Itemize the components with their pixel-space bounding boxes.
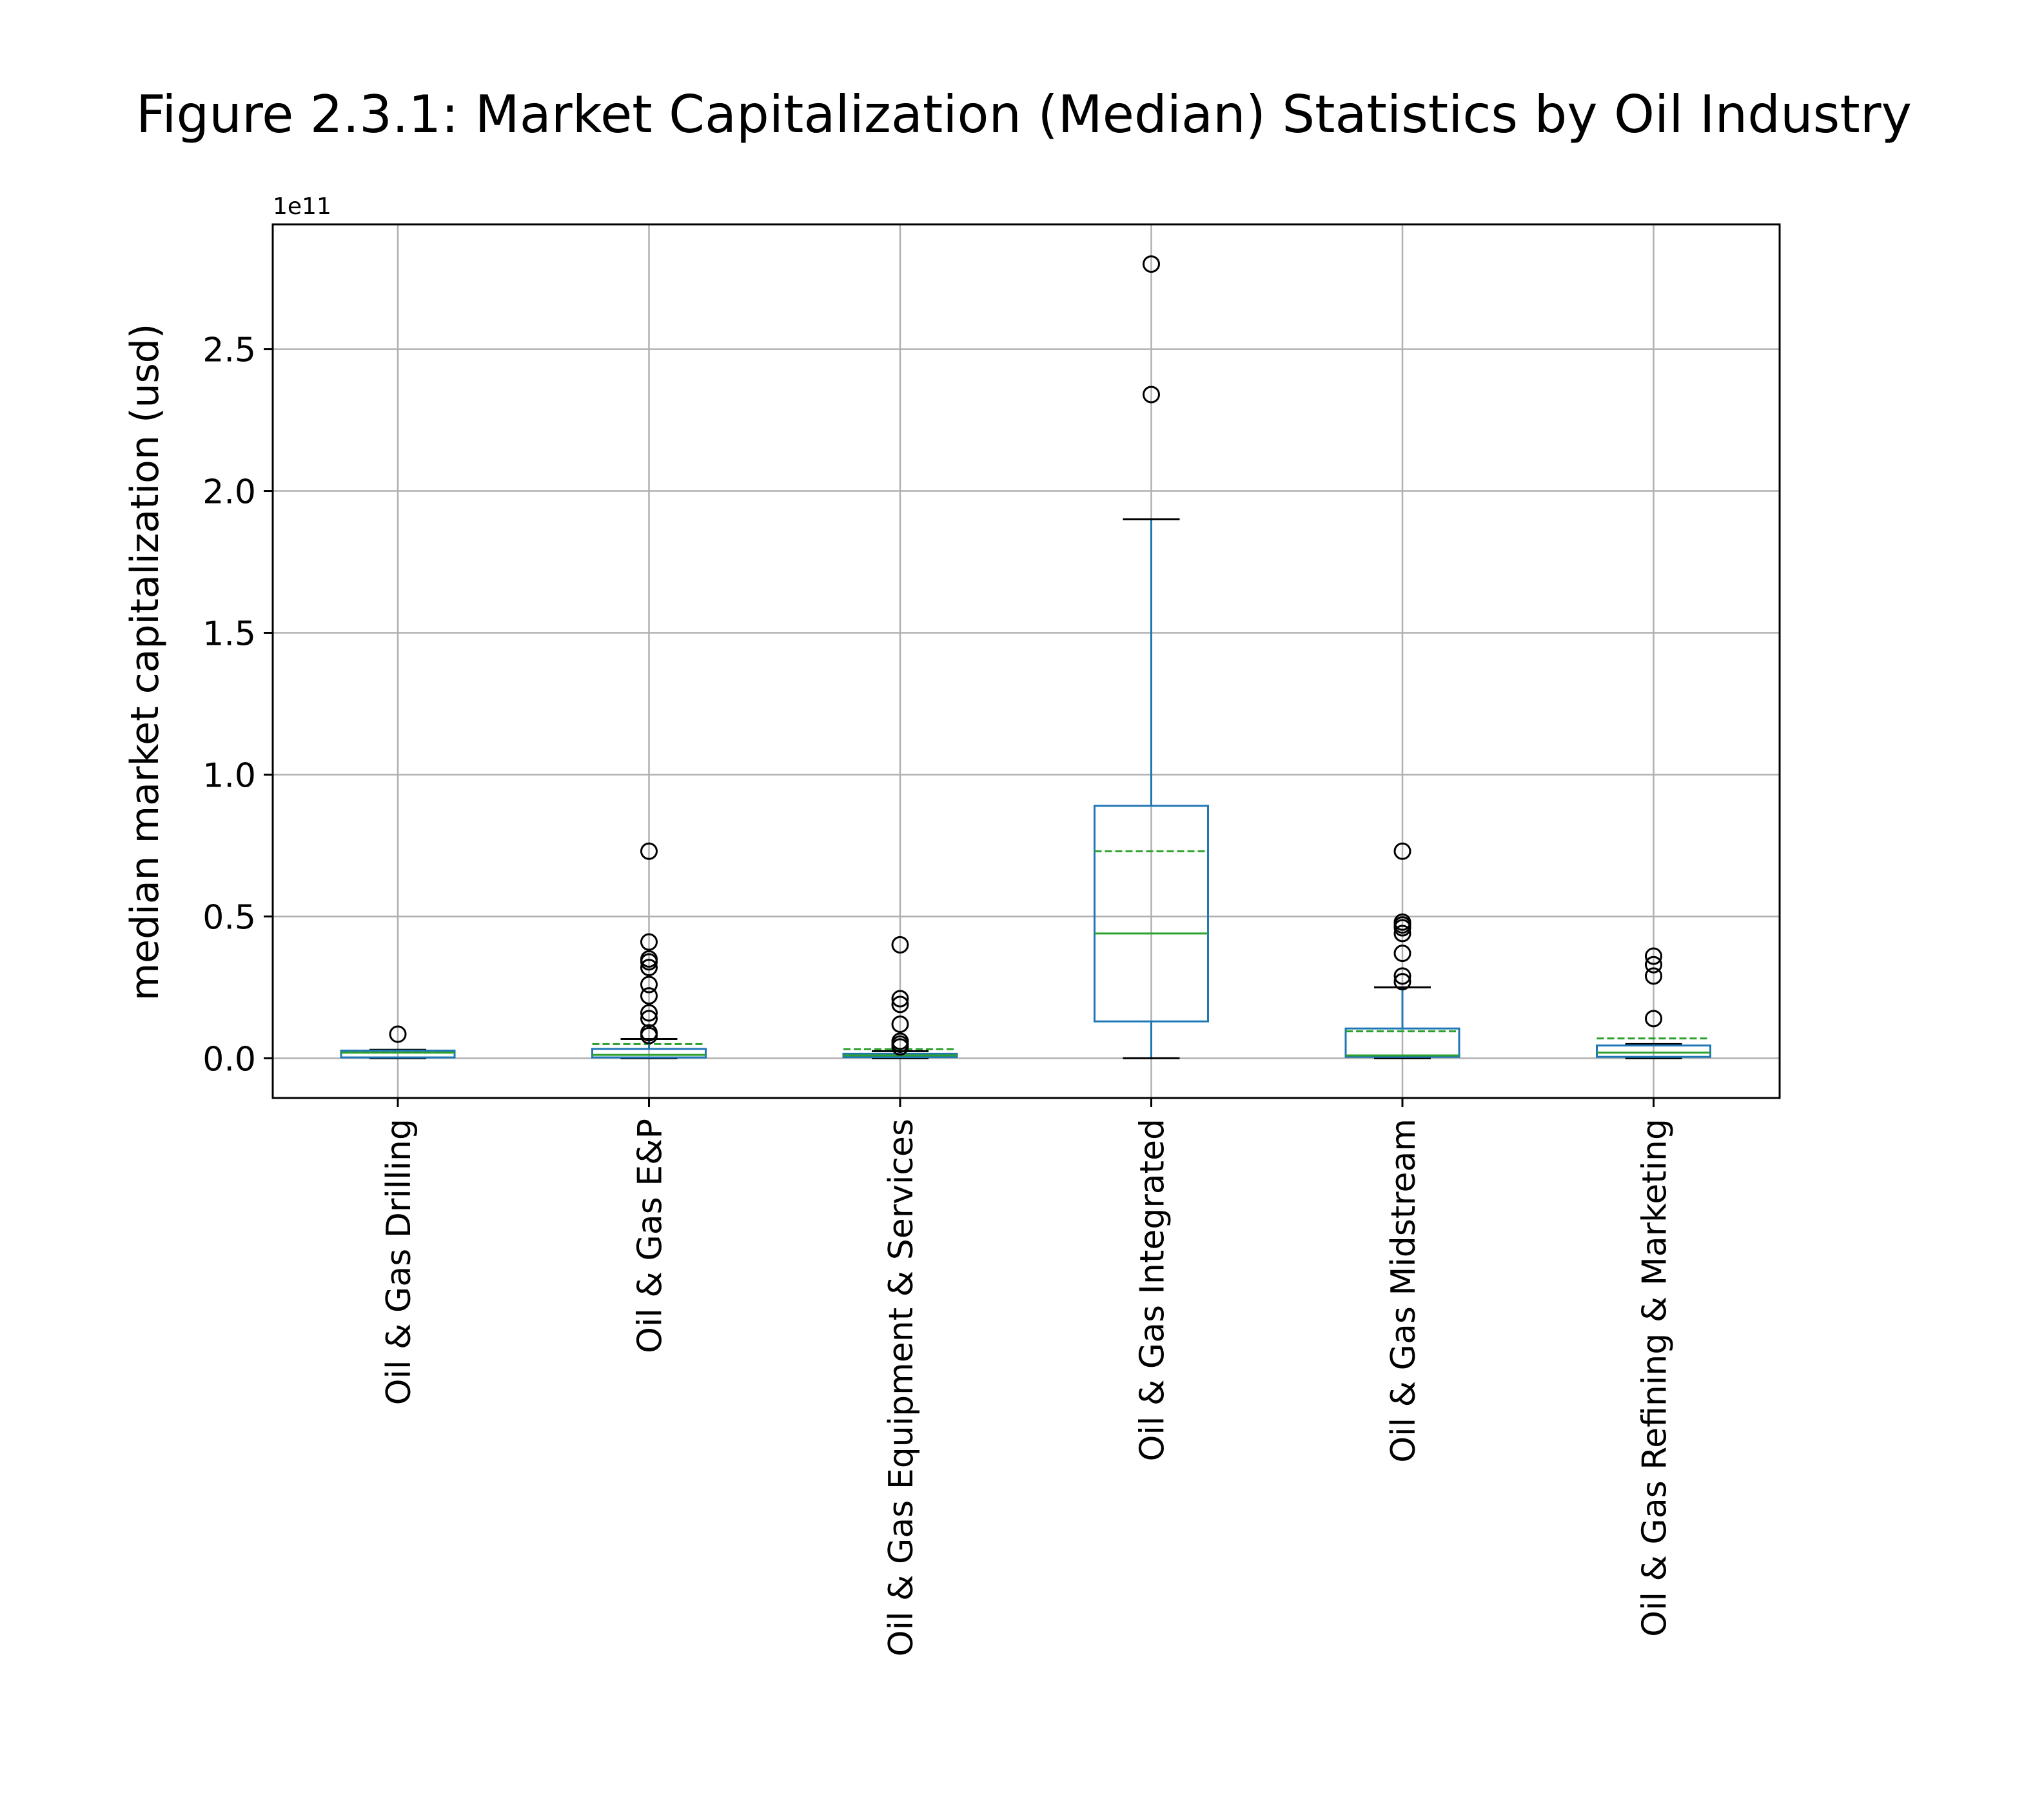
x-tick-label: Oil & Gas Equipment & Services <box>882 1119 921 1656</box>
outlier-point <box>891 1015 909 1034</box>
outlier-point <box>1143 255 1160 273</box>
outlier-point <box>640 1004 658 1022</box>
outlier-point <box>640 1010 658 1028</box>
outlier-point <box>1645 967 1662 985</box>
box-iqr <box>1094 805 1209 1023</box>
box-group <box>842 936 958 1059</box>
outlier-point <box>1143 386 1160 404</box>
box-iqr <box>1344 1027 1460 1058</box>
outlier-point <box>1393 945 1411 963</box>
outlier-point <box>640 950 658 968</box>
y-axis-offset-label: 1e11 <box>273 193 331 220</box>
outlier-point <box>1393 925 1411 943</box>
outlier-point <box>640 975 658 994</box>
box-iqr <box>340 1050 456 1059</box>
y-tick-label: 1.0 <box>202 756 256 795</box>
box-group <box>591 842 707 1059</box>
outlier-point <box>1645 956 1662 974</box>
outlier-point <box>640 933 658 951</box>
outlier-point <box>1393 973 1411 991</box>
y-ticks: 0.0 0.5 1.0 1.5 2.0 2.5 <box>202 331 273 1079</box>
outlier-point <box>1393 913 1411 931</box>
outlier-point <box>640 1024 658 1042</box>
outlier-point <box>640 987 658 1005</box>
box-iqr <box>591 1048 707 1059</box>
outlier-point <box>1645 947 1662 965</box>
outlier-point <box>1393 967 1411 985</box>
y-tick-label: 2.0 <box>202 473 256 512</box>
x-tick-label: Oil & Gas E&P <box>631 1119 670 1353</box>
box-group <box>340 1025 456 1059</box>
x-tick-label: Oil & Gas Midstream <box>1384 1119 1423 1463</box>
x-tick-label: Oil & Gas Drilling <box>380 1119 418 1405</box>
x-tick-label: Oil & Gas Integrated <box>1134 1119 1172 1462</box>
grid-lines <box>273 224 1780 1098</box>
y-tick-label: 2.5 <box>202 331 256 370</box>
box-group <box>1094 255 1209 1059</box>
y-tick-label: 1.5 <box>202 615 256 654</box>
outlier-point <box>640 959 658 977</box>
x-tick-label: Oil & Gas Refining & Marketing <box>1636 1119 1675 1637</box>
outlier-point <box>640 842 658 860</box>
y-tick-label: 0.0 <box>202 1040 256 1079</box>
outlier-point <box>1393 842 1411 860</box>
outlier-point <box>891 995 909 1014</box>
plot-area-frame <box>271 223 1781 1099</box>
x-ticks: Oil & Gas Drilling Oil & Gas E&P Oil & Gas… <box>380 1098 1675 1656</box>
outlier-point <box>389 1025 407 1043</box>
box-group <box>1344 842 1460 1059</box>
box-iqr <box>1596 1044 1711 1058</box>
boxes-layer <box>340 255 1711 1059</box>
outlier-point <box>891 936 909 954</box>
chart-title: Figure 2.3.1: Market Capitalization (Med… <box>136 84 1912 144</box>
box-group <box>1596 947 1711 1059</box>
outlier-point <box>891 1032 909 1050</box>
outlier-point <box>1645 1010 1662 1028</box>
y-axis-label: median market capitalization (usd) <box>123 324 168 1001</box>
y-tick-label: 0.5 <box>202 898 256 937</box>
outlier-point <box>891 990 909 1008</box>
